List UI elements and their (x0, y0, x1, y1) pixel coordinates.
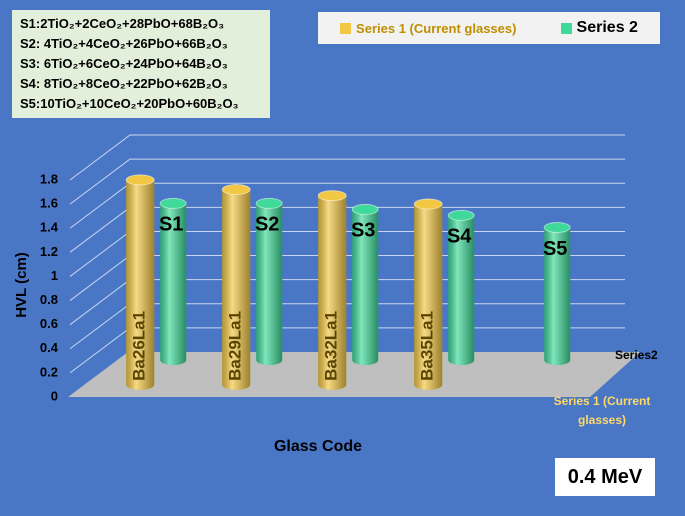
bar-label: Ba32La1 (322, 311, 341, 381)
bar-label: Ba26La1 (130, 311, 149, 381)
x-axis-label: Glass Code (274, 438, 362, 455)
category-label: S2 (255, 214, 279, 236)
floor (68, 352, 640, 397)
bar-shade (544, 227, 571, 366)
category-label: S3 (351, 220, 375, 242)
legend-item: Series 2 (560, 19, 638, 37)
legend-label: Series 1 (Current glasses) (356, 20, 517, 36)
legend-swatch (560, 22, 572, 34)
y-tick-label: 0.8 (40, 292, 58, 307)
bar-cap (255, 197, 283, 209)
bar-cap (351, 203, 379, 215)
y-tick-label: 1.6 (40, 196, 58, 211)
y-tick-label: 1 (51, 268, 58, 283)
y-tick-label: 1.2 (40, 244, 58, 259)
bar-cap (543, 221, 571, 233)
depth-label: Series2 (615, 348, 658, 362)
legend: Series 1 (Current glasses) Series 2 (318, 12, 660, 44)
legend-label: Series 2 (576, 19, 638, 36)
legend-swatch (340, 22, 352, 34)
composition-line: S1:2TiO₂+2CeO₂+28PbO+68B₂O₃ (20, 16, 225, 31)
y-tick-label: 0.6 (40, 316, 58, 331)
composition-line: S2: 4TiO₂+4CeO₂+26PbO+66B₂O₃ (20, 36, 228, 51)
category-label: S5 (543, 238, 567, 260)
legend-item: Series 1 (Current glasses) (340, 21, 516, 36)
bar-cap (317, 190, 347, 202)
composition-line: S5:10TiO₂+10CeO₂+20PbO+60B₂O₃ (20, 96, 239, 111)
y-tick-label: 0.4 (40, 340, 59, 355)
y-tick-label: 1.4 (40, 220, 59, 235)
composition-box: S1:2TiO₂+2CeO₂+28PbO+68B₂O₃ S2: 4TiO₂+4Ce… (12, 10, 270, 118)
composition-line: S4: 8TiO₂+8CeO₂+22PbO+62B₂O₃ (20, 76, 228, 91)
bar-shade (448, 215, 475, 366)
grid-line (69, 158, 625, 205)
depth-label: Series 1 (Current glasses) (553, 394, 651, 427)
bar-shade (414, 204, 443, 390)
bar-cap (159, 197, 187, 209)
bar-shade (160, 203, 187, 366)
y-tick-label: 1.8 (40, 171, 58, 186)
category-label: S1 (159, 214, 183, 236)
y-tick-label: 0 (51, 388, 58, 403)
composition-line: S3: 6TiO₂+6CeO₂+24PbO+64B₂O₃ (20, 56, 228, 71)
bar-shade (352, 209, 379, 366)
bar-shade (256, 203, 283, 366)
annotation: 0.4 MeV (555, 458, 655, 496)
bar-shade (222, 189, 251, 390)
bar-cap (221, 184, 251, 196)
bar-label: Ba35La1 (418, 311, 437, 381)
bar-cap (413, 198, 443, 210)
grid-line (69, 134, 625, 181)
bar-label: Ba29La1 (226, 311, 245, 381)
bar-shade (126, 179, 155, 390)
bar-cap (447, 209, 475, 221)
bar-shade (318, 195, 347, 390)
category-label: S4 (447, 226, 472, 248)
y-axis-label: HVL (cm) (13, 252, 30, 318)
bar-cap (125, 174, 155, 186)
y-tick-label: 0.2 (40, 364, 58, 379)
